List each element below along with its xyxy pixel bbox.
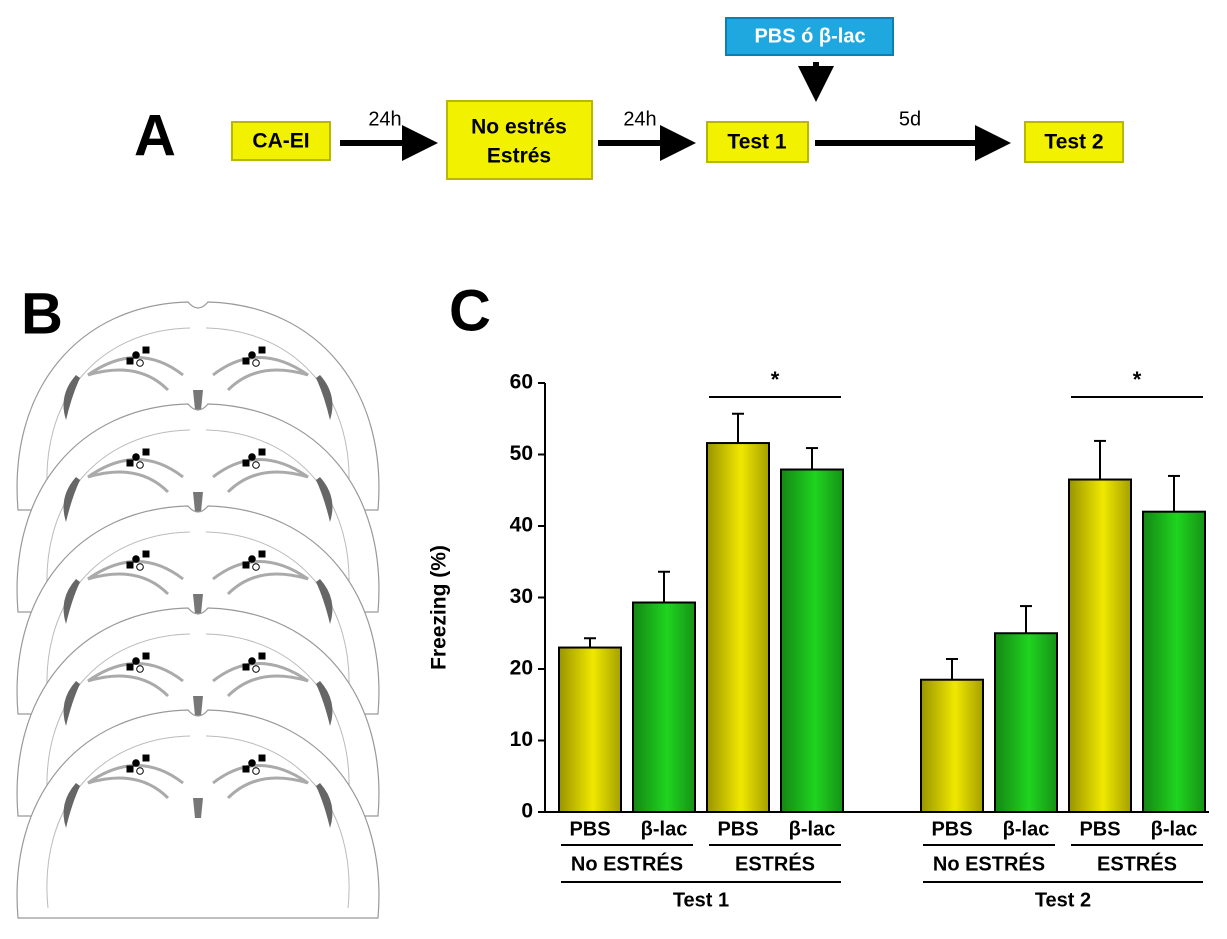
x-tick-label: PBS (1079, 818, 1120, 840)
injection-site (253, 666, 260, 673)
bar-shade (922, 681, 982, 811)
y-tick-label: 30 (510, 585, 533, 608)
chart: 0 10 20 30 40 50 60 Freezing (%) PBS β-lac PBS β-la… (428, 367, 1209, 911)
x-tick-label: β-lac (641, 818, 688, 840)
y-tick-label: 10 (510, 728, 533, 751)
edge-label: 24h (623, 108, 656, 130)
node-label: Estrés (487, 145, 551, 168)
injection-site (249, 760, 256, 767)
node-label: Test 1 (727, 131, 786, 154)
brain-sections (17, 302, 379, 918)
x-tick-label: β-lac (789, 818, 836, 840)
injection-site (243, 460, 249, 466)
x-tick-label: PBS (717, 818, 758, 840)
y-axis-label: Freezing (%) (428, 545, 451, 670)
y-tick-label: 40 (510, 514, 533, 537)
bar-shade (1070, 481, 1130, 811)
significance-label: * (1133, 367, 1142, 392)
injection-site (259, 347, 265, 353)
injection-site (133, 352, 140, 359)
bar-shade (782, 471, 842, 811)
injection-site (259, 755, 265, 761)
injection-site (253, 564, 260, 571)
panel-label: B (21, 281, 63, 346)
y-tick-label: 20 (510, 657, 533, 680)
injection-site (133, 556, 140, 563)
injection-site (249, 352, 256, 359)
injection-site (243, 766, 249, 772)
condition-label: No ESTRÉS (571, 852, 683, 875)
injection-site (137, 462, 144, 469)
node-label: Test 2 (1044, 131, 1103, 154)
condition-label: No ESTRÉS (933, 852, 1045, 875)
node-label: CA-EI (252, 130, 309, 153)
injection-site (143, 755, 149, 761)
node-label: No estrés (471, 116, 567, 139)
injection-site (253, 768, 260, 775)
injection-site (243, 664, 249, 670)
injection-site (249, 556, 256, 563)
x-tick-label: PBS (569, 818, 610, 840)
injection-site (127, 460, 133, 466)
bar-shade (996, 634, 1056, 811)
injection-site (259, 551, 265, 557)
figure: A CA-EI No estrés Estrés Test 1 Test 2 2… (0, 0, 1227, 939)
injection-site (127, 562, 133, 568)
treatment-label: PBS ó β-lac (754, 25, 865, 47)
injection-site (143, 551, 149, 557)
injection-site (127, 766, 133, 772)
group-label: Test 2 (1035, 889, 1091, 911)
injection-site (243, 562, 249, 568)
bar-shade (560, 649, 620, 811)
bar-shade (634, 604, 694, 811)
injection-site (137, 360, 144, 367)
condition-label: ESTRÉS (735, 852, 815, 875)
injection-site (253, 462, 260, 469)
injection-site (259, 449, 265, 455)
injection-site (249, 658, 256, 665)
injection-site (249, 454, 256, 461)
injection-site (137, 666, 144, 673)
group-label: Test 1 (673, 889, 729, 911)
bar-shade (708, 444, 768, 811)
injection-site (127, 664, 133, 670)
injection-site (133, 454, 140, 461)
bar-shade (1144, 513, 1204, 811)
condition-label: ESTRÉS (1097, 852, 1177, 875)
injection-site (137, 564, 144, 571)
x-tick-label: β-lac (1003, 818, 1050, 840)
significance-label: * (771, 367, 780, 392)
edge-label: 24h (368, 108, 401, 130)
edge-label: 5d (899, 108, 921, 130)
injection-site (243, 358, 249, 364)
x-tick-label: PBS (931, 818, 972, 840)
y-tick-label: 60 (510, 371, 533, 394)
injection-site (127, 358, 133, 364)
x-tick-label: β-lac (1151, 818, 1198, 840)
y-tick-label: 0 (521, 800, 533, 823)
injection-site (259, 653, 265, 659)
injection-site (143, 449, 149, 455)
injection-site (253, 360, 260, 367)
panel-label: A (134, 103, 176, 168)
injection-site (133, 658, 140, 665)
injection-site (143, 653, 149, 659)
panel-label: C (449, 278, 491, 343)
y-tick-label: 50 (510, 442, 533, 465)
injection-site (133, 760, 140, 767)
injection-site (137, 768, 144, 775)
injection-site (143, 347, 149, 353)
